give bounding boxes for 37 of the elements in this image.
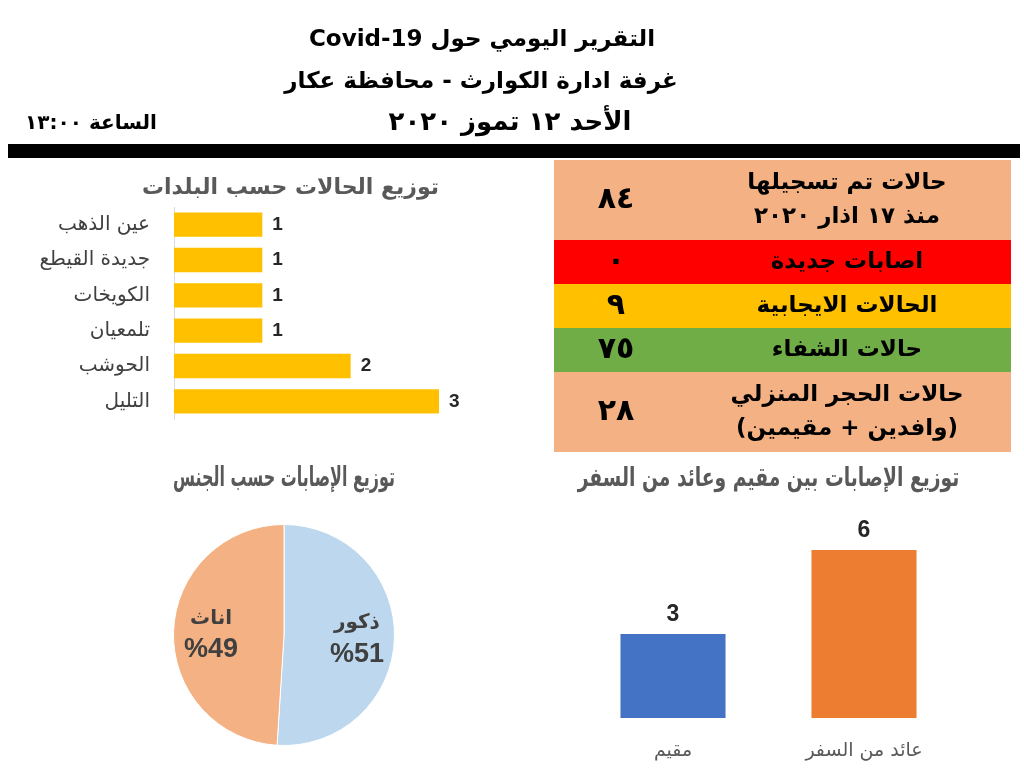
text: التقرير اليومي حول Covid-19 — [308, 24, 656, 52]
text: ٩ — [606, 285, 626, 321]
data-label: 2 — [360, 354, 372, 376]
slice-label: ذكور — [332, 609, 380, 634]
chart-title: توزيع الإصابات حسب الجنس — [173, 460, 395, 494]
y-tick-label: عين الذهب — [58, 210, 150, 235]
text: الأحد ١٢ تموز ٢٠٢٠ — [388, 104, 632, 137]
data-label: 1 — [272, 212, 284, 234]
y-tick-label: الحوشب — [78, 352, 150, 377]
y-tick-label: جديدة القيطع — [39, 246, 150, 271]
data-label: 1 — [272, 248, 284, 270]
x-tick-label: عائد من السفر — [804, 738, 923, 762]
data-label: 1 — [272, 283, 284, 305]
data-label: 3 — [449, 389, 460, 411]
y-tick-label: تلمعيان — [89, 316, 150, 341]
text: غرفة ادارة الكوارث - محافظة عكار — [283, 66, 678, 94]
category-label: حالات تم تسجيلها منذ ١٧ اذار ٢٠٢٠ — [747, 167, 947, 229]
chart-title: توزيع الإصابات بين مقيم وعائد من السفر — [576, 462, 960, 494]
text: ٧٥ — [597, 329, 635, 365]
category-label: الحالات الايجابية — [756, 290, 938, 317]
y-tick-label: الكويخات — [73, 281, 150, 306]
data-label: 1 — [272, 318, 284, 340]
y-tick-label: التليل — [104, 387, 150, 412]
text: الساعة ١٣:٠٠ — [25, 110, 157, 135]
text: ٨٤ — [597, 179, 635, 215]
category-label: حالات الشفاء — [771, 334, 923, 361]
chart-title: توزيع الحالات حسب البلدات — [141, 173, 439, 200]
slice-label: اناث — [190, 604, 233, 629]
category-label: حالات الحجر المنزلي (وافدين + مقيمين) — [730, 379, 964, 441]
data-label: %49 — [184, 633, 239, 664]
x-tick-label: مقيم — [653, 738, 693, 762]
data-label: %51 — [329, 637, 384, 668]
text: ٠ — [606, 241, 626, 277]
category-label: اصابات جديدة — [770, 246, 924, 273]
text: ٢٨ — [597, 391, 635, 427]
data-label: 6 — [857, 516, 871, 542]
data-label: 3 — [666, 600, 680, 626]
